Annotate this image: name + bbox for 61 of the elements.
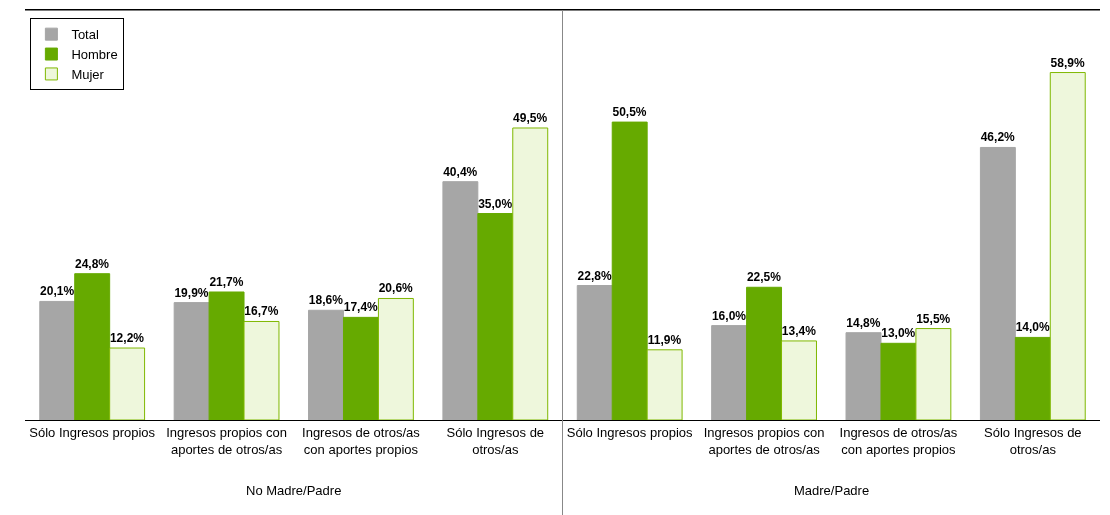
data-label: 49,5% — [513, 110, 548, 125]
bar — [711, 325, 748, 420]
legend-label: Mujer — [71, 67, 105, 83]
bar — [1049, 72, 1086, 420]
data-label: 15,5% — [916, 311, 951, 326]
bar — [1014, 336, 1051, 420]
bar — [308, 309, 344, 420]
legend-label: Hombre — [71, 47, 118, 63]
data-label: 14,8% — [846, 315, 881, 330]
bar — [845, 332, 882, 420]
data-label: 11,9% — [647, 332, 682, 347]
bar — [342, 316, 379, 420]
data-label: 24,8% — [75, 256, 110, 271]
bar — [39, 300, 76, 420]
bar — [646, 349, 683, 420]
bar — [915, 328, 952, 420]
data-label: 40,4% — [443, 164, 478, 179]
data-label: 13,0% — [881, 326, 916, 341]
data-label: 18,6% — [308, 293, 344, 308]
data-label: 20,1% — [40, 284, 75, 299]
data-label: 58,9% — [1050, 55, 1085, 70]
data-label: 20,6% — [378, 281, 414, 296]
bar — [243, 320, 280, 420]
bar — [746, 286, 783, 420]
data-label: 22,8% — [577, 268, 612, 283]
data-label: 46,2% — [980, 130, 1016, 145]
text: No Madre/Padre — [246, 483, 342, 498]
x-tick-label: Ingresos de otros/as con aportes propios — [302, 424, 421, 457]
bar — [208, 291, 245, 420]
data-label: 50,5% — [612, 105, 647, 120]
data-label: 16,0% — [711, 308, 747, 323]
x-tick-label: Ingresos propios con aportes de otros/as — [703, 424, 825, 457]
x-tick-label: Ingresos de otros/as con aportes propios — [839, 424, 958, 457]
bar — [173, 302, 210, 420]
bar — [576, 285, 613, 420]
text: Madre/Padre — [794, 483, 870, 498]
data-label: 19,9% — [174, 285, 209, 300]
bar — [512, 127, 549, 420]
bar — [109, 347, 146, 420]
data-label: 12,2% — [109, 331, 145, 346]
x-tick-label: Sólo Ingresos propios — [29, 424, 156, 440]
data-label: 17,4% — [343, 300, 379, 315]
data-label: 22,5% — [746, 270, 782, 285]
bar — [979, 146, 1016, 420]
bar — [477, 213, 514, 420]
bar — [74, 273, 111, 420]
data-label: 16,7% — [244, 304, 279, 319]
data-label: 14,0% — [1015, 320, 1050, 335]
bar — [611, 121, 648, 420]
x-tick-label: Sólo Ingresos de otros/as — [984, 424, 1082, 457]
bar — [880, 342, 917, 420]
legend-label: Total — [71, 27, 99, 43]
data-label: 21,7% — [209, 274, 244, 289]
data-label: 13,4% — [781, 323, 817, 338]
x-tick-label: Sólo Ingresos de otros/as — [446, 424, 545, 457]
bar — [781, 340, 817, 420]
x-tick-label: Sólo Ingresos propios — [566, 424, 694, 440]
data-label: 35,0% — [478, 196, 513, 211]
bar — [377, 297, 414, 420]
bar — [442, 181, 479, 420]
x-tick-label: Ingresos propios con aportes de otros/as — [166, 424, 287, 457]
